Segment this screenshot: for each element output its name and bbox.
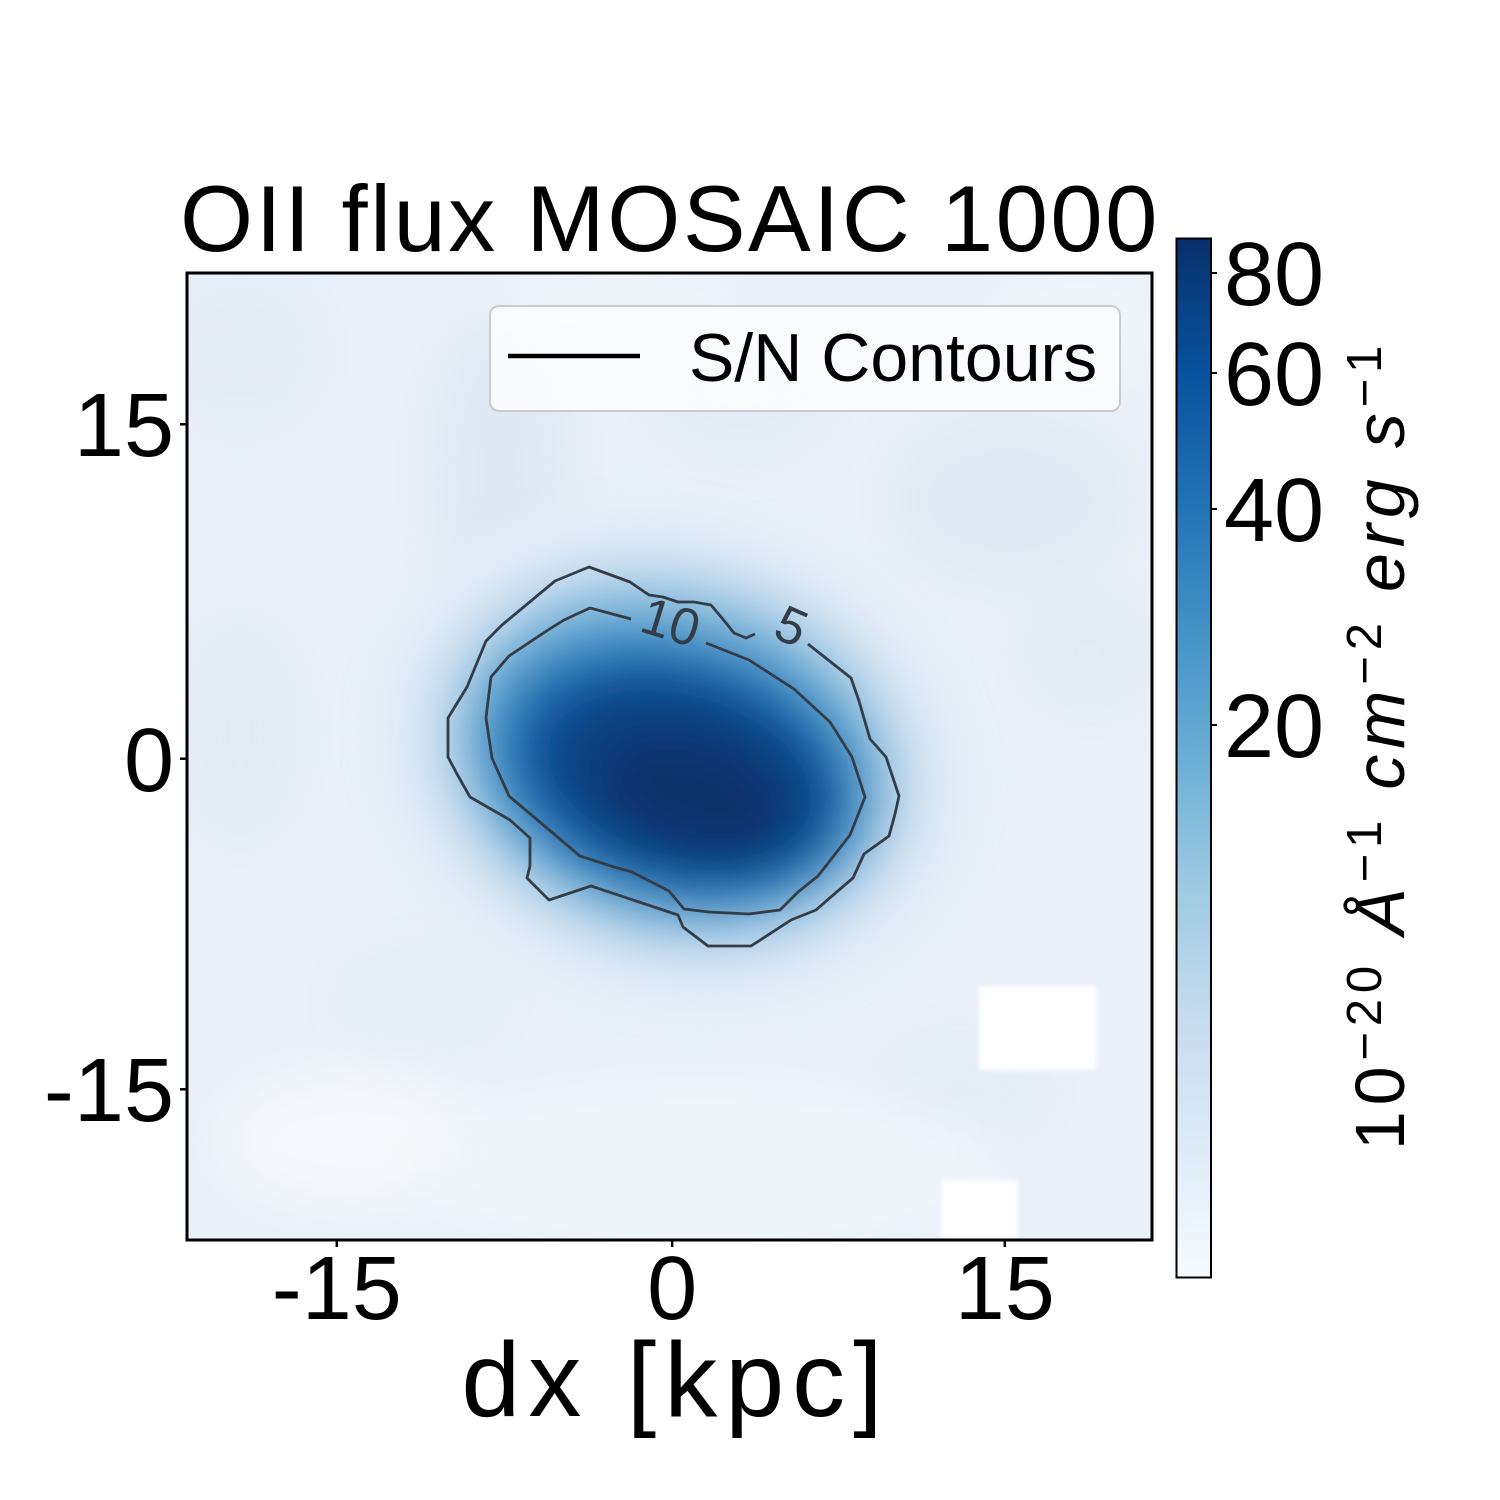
svg-text:80: 80 [1224,225,1324,325]
svg-text:0: 0 [647,1239,697,1339]
svg-text:S/N Contours: S/N Contours [689,320,1097,396]
svg-text:0: 0 [124,711,174,811]
svg-text:10−20 Å−1 cm−2 erg s−1: 10−20 Å−1 cm−2 erg s−1 [1338,340,1419,1150]
svg-text:40: 40 [1224,461,1324,561]
svg-text:-15: -15 [272,1239,402,1339]
svg-text:OII flux MOSAIC 1000: OII flux MOSAIC 1000 [180,166,1160,271]
svg-text:dx [kpc]: dx [kpc] [461,1321,890,1439]
svg-text:60: 60 [1224,325,1324,425]
svg-text:15: 15 [955,1239,1055,1339]
svg-text:-15: -15 [44,1041,174,1141]
svg-text:20: 20 [1224,677,1324,777]
svg-text:15: 15 [74,376,174,476]
